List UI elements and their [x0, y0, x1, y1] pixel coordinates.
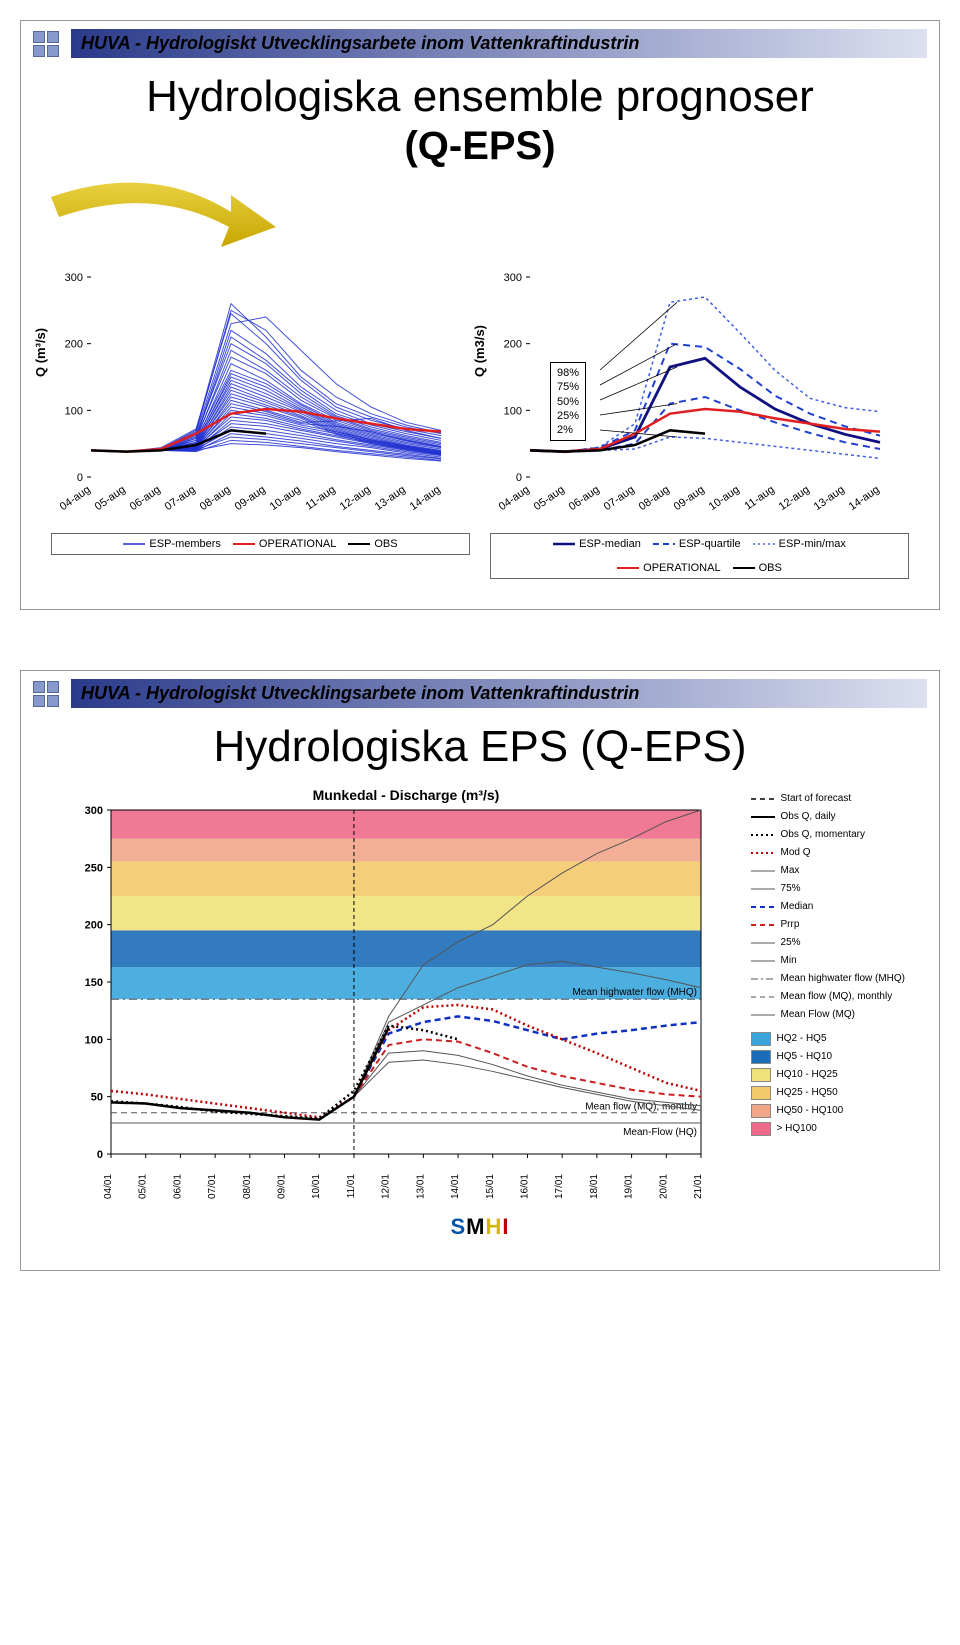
- svg-text:11-aug: 11-aug: [303, 484, 337, 513]
- slide1-subtitle: (Q-EPS): [21, 124, 939, 169]
- svg-text:10-aug: 10-aug: [268, 484, 303, 513]
- slide1-title: Hydrologiska ensemble prognoser: [21, 72, 939, 122]
- svg-text:04-aug: 04-aug: [497, 484, 532, 513]
- svg-text:300: 300: [504, 272, 522, 284]
- svg-text:16/01: 16/01: [519, 1174, 530, 1199]
- smhi-logo: SMHI: [61, 1214, 899, 1240]
- svg-text:100: 100: [65, 405, 83, 417]
- legend-members: ESP-members: [123, 538, 221, 550]
- svg-text:04-aug: 04-aug: [58, 484, 93, 513]
- svg-text:Munkedal - Discharge (m³/s): Munkedal - Discharge (m³/s): [313, 787, 500, 803]
- grid-icon: [33, 681, 59, 707]
- svg-text:300: 300: [85, 805, 103, 817]
- chart3: Munkedal - Discharge (m³/s) 0 50 100 150 200 2…: [61, 784, 899, 1204]
- svg-text:14-aug: 14-aug: [408, 484, 443, 513]
- svg-text:06-aug: 06-aug: [567, 484, 602, 513]
- svg-text:13-aug: 13-aug: [812, 484, 847, 513]
- svg-text:09-aug: 09-aug: [672, 484, 707, 513]
- chart-left-plot: 0 100 200 300 04-aug05-aug06-aug07-aug08-aug…: [51, 267, 451, 527]
- svg-text:12-aug: 12-aug: [338, 484, 373, 513]
- arrow-icon: [21, 177, 939, 257]
- slide2-title: Hydrologiska EPS (Q-EPS): [21, 722, 939, 772]
- legend-median: ESP-median: [553, 538, 641, 550]
- svg-text:14-aug: 14-aug: [847, 484, 882, 513]
- svg-text:300: 300: [65, 272, 83, 284]
- svg-text:200: 200: [65, 339, 83, 351]
- svg-text:12-aug: 12-aug: [777, 484, 812, 513]
- svg-text:15/01: 15/01: [485, 1174, 496, 1199]
- svg-text:17/01: 17/01: [554, 1174, 565, 1199]
- svg-text:10-aug: 10-aug: [707, 484, 742, 513]
- header-title: HUVA - Hydrologiskt Utvecklingsarbete in…: [71, 29, 927, 58]
- chart-right: Q (m3/s) 010020030004-aug05-aug06-aug07-…: [490, 267, 909, 579]
- svg-text:05-aug: 05-aug: [93, 484, 128, 513]
- svg-text:100: 100: [504, 405, 522, 417]
- svg-text:0: 0: [516, 472, 522, 484]
- grid-icon: [33, 31, 59, 57]
- header-title-2: HUVA - Hydrologiskt Utvecklingsarbete in…: [71, 679, 927, 708]
- svg-text:09/01: 09/01: [277, 1174, 288, 1199]
- legend-quartile: ESP-quartile: [653, 538, 741, 550]
- svg-text:05/01: 05/01: [138, 1174, 149, 1199]
- svg-text:08/01: 08/01: [242, 1174, 253, 1199]
- slide-2: HUVA - Hydrologiskt Utvecklingsarbete in…: [20, 670, 940, 1271]
- chart3-legend: Start of forecastObs Q, dailyObs Q, mome…: [751, 790, 905, 1138]
- svg-text:20/01: 20/01: [658, 1174, 669, 1199]
- svg-text:0: 0: [77, 472, 83, 484]
- svg-text:08-aug: 08-aug: [198, 484, 233, 513]
- legend-operational2: OPERATIONAL: [617, 562, 720, 574]
- svg-text:250: 250: [85, 862, 103, 874]
- svg-text:12/01: 12/01: [381, 1174, 392, 1199]
- legend-minmax: ESP-min/max: [753, 538, 846, 550]
- svg-text:200: 200: [504, 339, 522, 351]
- svg-text:18/01: 18/01: [589, 1174, 600, 1199]
- slide-header: HUVA - Hydrologiskt Utvecklingsarbete in…: [21, 21, 939, 66]
- chart-left: Q (m³/s) 010020030004-aug05-aug06-aug07-…: [51, 267, 470, 579]
- chart-right-legend: ESP-median ESP-quartile ESP-min/max OPER…: [490, 533, 909, 579]
- svg-text:100: 100: [85, 1034, 103, 1046]
- svg-text:07-aug: 07-aug: [602, 484, 637, 513]
- legend-obs2: OBS: [733, 562, 782, 574]
- slide-1: HUVA - Hydrologiskt Utvecklingsarbete in…: [20, 20, 940, 610]
- slide2-body: Munkedal - Discharge (m³/s) 0 50 100 150 200 2…: [21, 774, 939, 1270]
- svg-text:19/01: 19/01: [624, 1174, 635, 1199]
- legend-operational: OPERATIONAL: [233, 538, 336, 550]
- legend-obs: OBS: [348, 538, 397, 550]
- svg-text:06/01: 06/01: [172, 1174, 183, 1199]
- svg-text:11-aug: 11-aug: [742, 484, 776, 513]
- svg-text:14/01: 14/01: [450, 1174, 461, 1199]
- svg-text:11/01: 11/01: [346, 1174, 357, 1199]
- svg-text:10/01: 10/01: [311, 1174, 322, 1199]
- svg-text:13-aug: 13-aug: [373, 484, 408, 513]
- svg-text:Mean highwater flow (MHQ): Mean highwater flow (MHQ): [573, 987, 697, 998]
- svg-text:08-aug: 08-aug: [637, 484, 672, 513]
- svg-text:21/01: 21/01: [693, 1174, 704, 1199]
- svg-text:200: 200: [85, 920, 103, 932]
- svg-text:150: 150: [85, 977, 103, 989]
- charts-row: Q (m³/s) 010020030004-aug05-aug06-aug07-…: [21, 267, 939, 609]
- svg-text:05-aug: 05-aug: [532, 484, 567, 513]
- svg-text:13/01: 13/01: [415, 1174, 426, 1199]
- svg-text:06-aug: 06-aug: [128, 484, 163, 513]
- svg-text:0: 0: [97, 1149, 103, 1161]
- svg-text:Mean-Flow (HQ): Mean-Flow (HQ): [623, 1127, 697, 1138]
- slide-header-2: HUVA - Hydrologiskt Utvecklingsarbete in…: [21, 671, 939, 716]
- chart-right-ylabel: Q (m3/s): [472, 325, 487, 377]
- svg-text:07-aug: 07-aug: [163, 484, 198, 513]
- svg-text:04/01: 04/01: [103, 1174, 114, 1199]
- svg-text:50: 50: [91, 1092, 103, 1104]
- svg-text:07/01: 07/01: [207, 1174, 218, 1199]
- svg-text:09-aug: 09-aug: [233, 484, 268, 513]
- chart-left-legend: ESP-members OPERATIONAL OBS: [51, 533, 470, 555]
- chart-left-ylabel: Q (m³/s): [33, 328, 48, 377]
